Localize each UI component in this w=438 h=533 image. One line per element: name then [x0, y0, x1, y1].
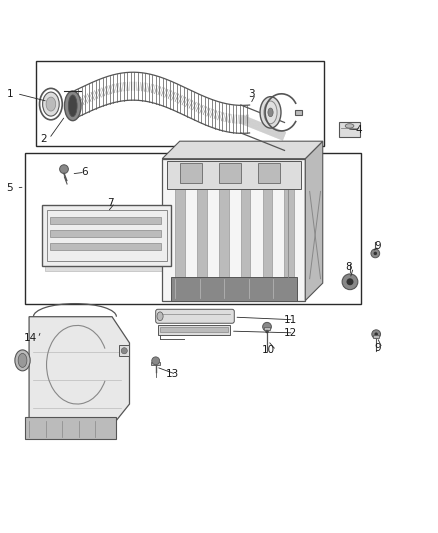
FancyBboxPatch shape: [155, 309, 234, 323]
Ellipse shape: [15, 350, 30, 371]
Text: 6: 6: [81, 167, 88, 177]
Text: 7: 7: [107, 198, 114, 208]
Bar: [25, 153, 361, 304]
Polygon shape: [162, 141, 323, 159]
Circle shape: [371, 249, 380, 258]
Text: 11: 11: [284, 315, 297, 325]
Ellipse shape: [64, 91, 81, 120]
Bar: [241, 167, 251, 283]
Bar: [50, 230, 161, 237]
Ellipse shape: [268, 108, 273, 117]
Bar: [339, 123, 360, 137]
Bar: [35, 61, 324, 147]
Ellipse shape: [68, 95, 77, 117]
Circle shape: [265, 330, 269, 333]
Circle shape: [346, 278, 353, 285]
Ellipse shape: [18, 353, 27, 367]
Circle shape: [263, 322, 272, 331]
Text: 9: 9: [375, 343, 381, 353]
Bar: [160, 327, 228, 333]
Circle shape: [342, 274, 358, 289]
Circle shape: [152, 357, 159, 365]
Text: 14: 14: [23, 333, 37, 343]
Text: 8: 8: [346, 262, 352, 272]
Ellipse shape: [157, 312, 163, 321]
Text: 5: 5: [7, 183, 13, 193]
Bar: [45, 211, 173, 271]
Bar: [264, 327, 270, 330]
Text: 2: 2: [40, 134, 46, 143]
Bar: [50, 244, 161, 251]
Ellipse shape: [345, 124, 354, 128]
Bar: [119, 345, 130, 356]
Text: 1: 1: [7, 88, 14, 99]
Bar: [42, 205, 171, 265]
Bar: [171, 277, 297, 301]
Circle shape: [374, 333, 378, 336]
Bar: [175, 167, 185, 283]
Circle shape: [121, 348, 127, 354]
Ellipse shape: [46, 97, 56, 111]
Text: 3: 3: [248, 89, 254, 99]
Text: 4: 4: [355, 125, 362, 135]
Circle shape: [60, 165, 68, 174]
Polygon shape: [305, 141, 323, 301]
Bar: [285, 167, 294, 283]
Text: 10: 10: [261, 345, 275, 356]
Bar: [180, 163, 201, 183]
Circle shape: [374, 252, 377, 255]
Bar: [197, 167, 207, 283]
Text: 13: 13: [166, 369, 179, 379]
Bar: [162, 159, 305, 301]
Bar: [25, 417, 117, 439]
Bar: [50, 217, 161, 224]
Bar: [294, 110, 302, 115]
Ellipse shape: [260, 96, 281, 128]
Bar: [219, 163, 241, 183]
Bar: [219, 167, 229, 283]
Bar: [166, 161, 301, 189]
Bar: [158, 325, 230, 335]
Circle shape: [372, 330, 381, 338]
Text: 12: 12: [284, 328, 297, 338]
Text: 9: 9: [375, 241, 381, 252]
Ellipse shape: [264, 101, 277, 124]
Bar: [373, 335, 379, 338]
Bar: [258, 163, 280, 183]
Bar: [263, 167, 272, 283]
Polygon shape: [29, 317, 130, 426]
Ellipse shape: [42, 92, 59, 116]
Bar: [151, 362, 160, 365]
Bar: [46, 210, 166, 261]
